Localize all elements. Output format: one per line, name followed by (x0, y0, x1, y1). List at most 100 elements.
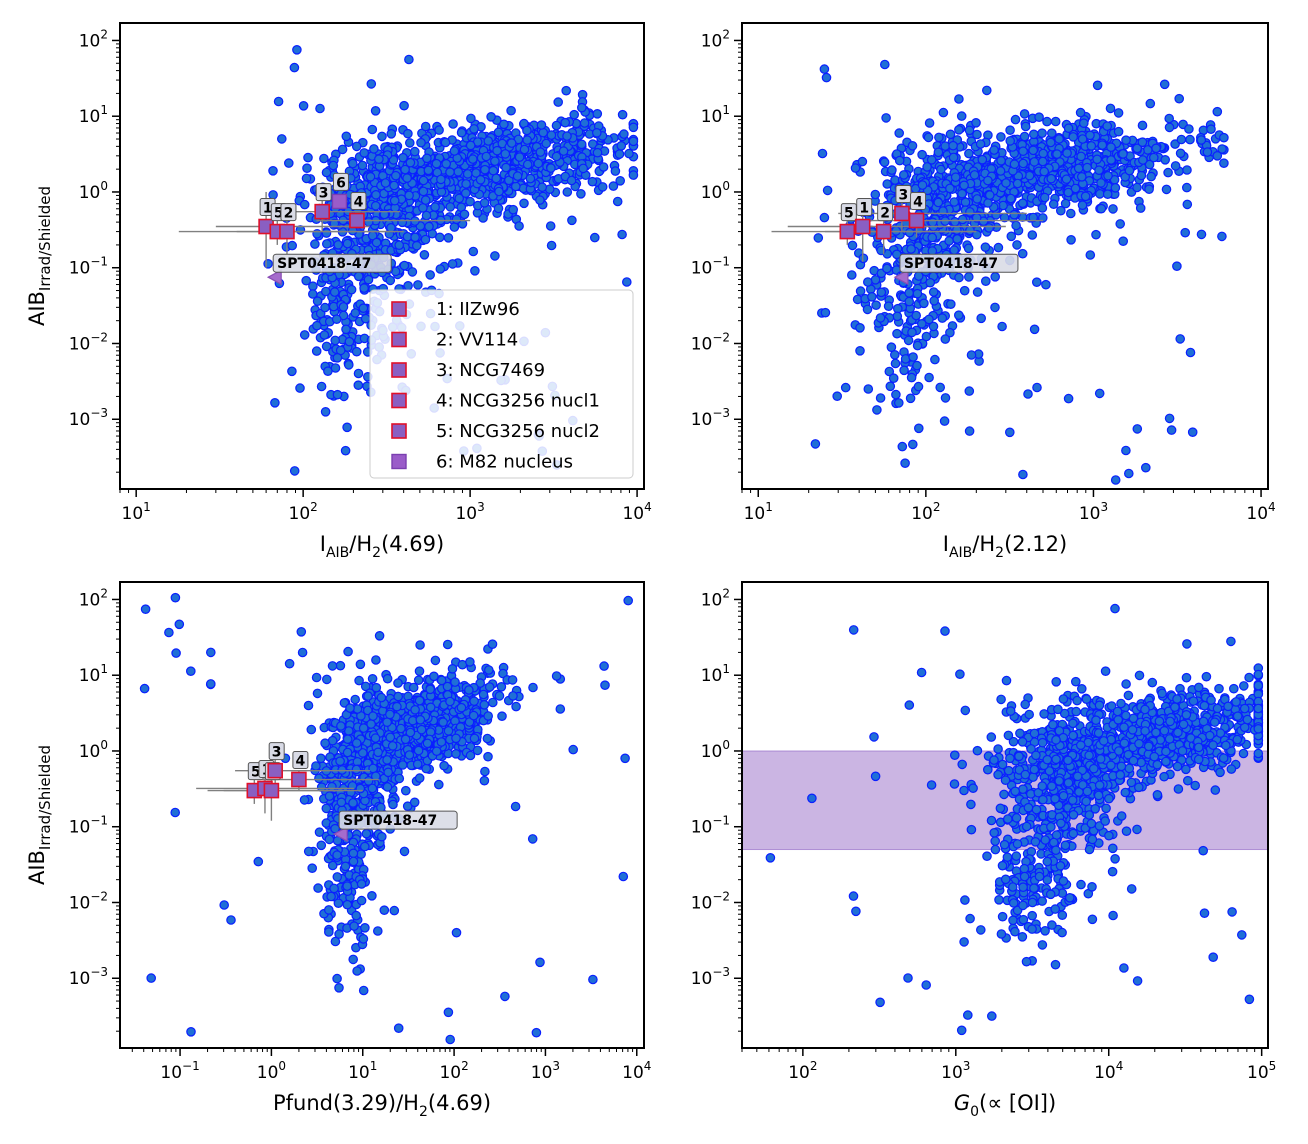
data-point (1006, 428, 1014, 436)
x-axis-label: IAIB/H2(2.12) (943, 532, 1067, 561)
legend-entry: 5: NCG3256 nucl2 (436, 421, 600, 442)
reference-point-2 (877, 225, 891, 239)
data-point (486, 683, 494, 691)
data-point (480, 777, 488, 785)
data-point (1106, 104, 1114, 112)
data-point (488, 640, 496, 648)
data-point (920, 299, 928, 307)
legend-marker (392, 424, 406, 438)
x-label-tail: /H (349, 532, 372, 556)
data-point (547, 222, 555, 230)
data-point (1087, 142, 1095, 150)
data-point (288, 367, 296, 375)
data-point (856, 347, 864, 355)
data-point (392, 172, 400, 180)
data-point (331, 288, 339, 296)
data-point (616, 177, 624, 185)
y-tick-label: 102 (701, 27, 730, 51)
data-point (893, 330, 901, 338)
data-point (986, 191, 994, 199)
data-point (890, 374, 898, 382)
data-point (483, 734, 491, 742)
data-point (322, 229, 330, 237)
reference-point-3 (315, 205, 329, 219)
data-point (863, 305, 871, 313)
data-point (507, 107, 515, 115)
data-point (452, 750, 460, 758)
data-point (484, 753, 492, 761)
data-point (1093, 81, 1101, 89)
tick-exponent: 3 (552, 1059, 560, 1073)
data-point (907, 373, 915, 381)
data-point (303, 164, 311, 172)
data-point (1122, 136, 1130, 144)
data-point (313, 322, 321, 330)
data-point (820, 213, 828, 221)
data-point (325, 928, 333, 936)
data-point (629, 123, 637, 131)
x-label-sub: AIB (326, 545, 349, 561)
data-point (449, 120, 457, 128)
data-point (1147, 172, 1155, 180)
data-point (415, 676, 423, 684)
data-point (311, 240, 319, 248)
data-point (1007, 194, 1015, 202)
tick-base: 10 (701, 183, 723, 203)
data-point (924, 133, 932, 141)
data-point (883, 264, 891, 272)
data-point (480, 701, 488, 709)
data-point (578, 140, 586, 148)
data-point (402, 787, 410, 795)
data-point (436, 265, 444, 273)
data-point (328, 783, 336, 791)
data-point (593, 110, 601, 118)
data-point (442, 160, 450, 168)
data-point (984, 176, 992, 184)
spt-label: SPT0418-47 (343, 813, 437, 829)
data-point (304, 153, 312, 161)
data-point (297, 628, 305, 636)
data-point (552, 672, 560, 680)
data-point (1039, 149, 1047, 157)
data-point (353, 967, 361, 975)
data-point (887, 343, 895, 351)
data-point (317, 754, 325, 762)
data-point (452, 734, 460, 742)
data-point (949, 142, 957, 150)
data-point (333, 315, 341, 323)
data-point (1109, 205, 1117, 213)
tick-exponent: 0 (100, 738, 108, 752)
data-point (1043, 117, 1051, 125)
data-point (413, 242, 421, 250)
tick-exponent: −3 (712, 406, 730, 420)
data-point (497, 683, 505, 691)
data-point (1142, 464, 1150, 472)
data-point (359, 935, 367, 943)
data-point (1061, 199, 1069, 207)
data-point (536, 196, 544, 204)
data-point (965, 273, 973, 281)
data-point (430, 672, 438, 680)
tick-base: 10 (79, 590, 101, 610)
data-point (370, 145, 378, 153)
data-point (1145, 185, 1153, 193)
tick-exponent: 3 (1100, 500, 1108, 514)
data-point (345, 338, 353, 346)
data-point (493, 147, 501, 155)
data-point (333, 974, 341, 982)
data-point (536, 958, 544, 966)
y-tick-label: 101 (701, 103, 730, 127)
tick-base: 10 (455, 504, 477, 524)
data-point (464, 170, 472, 178)
data-point (305, 847, 313, 855)
data-point (333, 354, 341, 362)
data-point (901, 459, 909, 467)
tick-base: 10 (79, 183, 101, 203)
tick-base: 10 (79, 31, 101, 51)
x-tick-label: 104 (622, 500, 651, 524)
data-point (1050, 200, 1058, 208)
y-tick-label: 100 (79, 179, 108, 203)
data-point (538, 183, 546, 191)
data-point (360, 149, 368, 157)
